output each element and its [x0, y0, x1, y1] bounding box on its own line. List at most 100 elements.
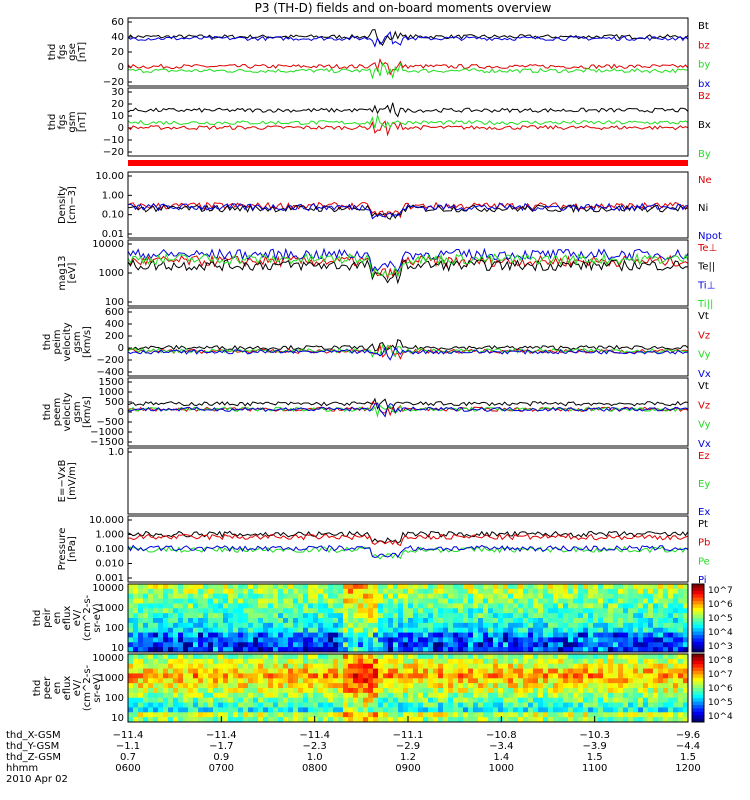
heatmap-cell [383, 608, 389, 614]
heatmap-cell [303, 603, 309, 609]
heatmap-cell [433, 647, 439, 653]
heatmap-cell [483, 603, 489, 609]
heatmap-cell [423, 642, 429, 648]
heatmap-cell [138, 584, 144, 590]
heatmap-cell [128, 622, 134, 629]
heatmap-cell [563, 637, 569, 643]
heatmap-cell [448, 697, 454, 703]
heatmap-cell [548, 622, 554, 629]
heatmap-cell [583, 717, 589, 723]
heatmap-cell [528, 627, 534, 633]
heatmap-cell [578, 712, 584, 718]
heatmap-cell [563, 683, 569, 689]
colorbar-cell [692, 635, 704, 639]
heatmap-cell [548, 637, 554, 643]
heatmap-cell [448, 618, 454, 624]
legend-entry: Ni [698, 203, 708, 214]
heatmap-cell [633, 702, 639, 708]
heatmap-cell [538, 603, 544, 609]
heatmap-cell [608, 598, 614, 604]
heatmap-cell [193, 632, 199, 638]
heatmap-cell [628, 673, 634, 679]
y-tick-label: 10.000 [89, 515, 124, 526]
heatmap-cell [128, 647, 134, 653]
heatmap-cell [418, 678, 424, 684]
heatmap-cell [548, 627, 554, 633]
heatmap-cell [383, 688, 389, 694]
heatmap-cell [173, 647, 179, 653]
heatmap-cell [553, 673, 559, 679]
heatmap-cell [553, 613, 559, 619]
heatmap-cell [473, 642, 479, 648]
heatmap-cell [398, 658, 404, 665]
y-tick-label: 0 [118, 62, 124, 73]
heatmap-cell [578, 632, 584, 638]
heatmap-cell [308, 654, 314, 660]
heatmap-cell [468, 663, 474, 669]
heatmap-cell [538, 668, 544, 674]
heatmap-cell [678, 668, 684, 674]
heatmap-cell [133, 613, 139, 619]
heatmap-cell [148, 584, 154, 590]
heatmap-cell [513, 692, 519, 699]
heatmap-cell [648, 668, 654, 674]
heatmap-cell [323, 707, 329, 713]
heatmap-cell [613, 593, 619, 599]
heatmap-cell [643, 618, 649, 624]
heatmap-cell [198, 658, 204, 665]
heatmap-cell [133, 642, 139, 648]
legend-entry: Bx [698, 120, 711, 131]
heatmap-cell [323, 627, 329, 633]
heatmap-cell [438, 702, 444, 708]
heatmap-cell [498, 618, 504, 624]
heatmap-cell [253, 697, 259, 703]
heatmap-cell [133, 683, 139, 689]
heatmap-cell [163, 712, 169, 718]
heatmap-cell [463, 658, 469, 665]
heatmap-cell [523, 613, 529, 619]
heatmap-cell [398, 673, 404, 679]
heatmap-cell [328, 647, 334, 653]
heatmap-cell [263, 603, 269, 609]
heatmap-cell [398, 663, 404, 669]
heatmap-cell [183, 637, 189, 643]
heatmap-cell [368, 678, 374, 684]
panel-5: thdpeimvelocitygsm[km/s]6004002000−200−4… [42, 307, 711, 380]
heatmap-cell [588, 673, 594, 679]
heatmap-cell [308, 688, 314, 694]
heatmap-cell [248, 642, 254, 648]
panel-8: Pressure[nPa]10.0001.0000.1000.0100.001P… [57, 515, 710, 586]
heatmap-cell [483, 584, 489, 590]
heatmap-cell [138, 678, 144, 684]
x-axis-ephemeris: thd_X-GSM −11.4 −11.4 −11.4 −11.1 −10.8 −10.3−… [6, 716, 701, 785]
heatmap-cell [228, 642, 234, 648]
heatmap-cell [333, 692, 339, 699]
heatmap-cell [213, 663, 219, 669]
x-tick-label: −4.4 [676, 741, 700, 752]
heatmap-cell [563, 593, 569, 599]
heatmap-cell [333, 717, 339, 723]
heatmap-cell [248, 654, 254, 660]
heatmap-cell [683, 608, 689, 614]
heatmap-cell [623, 603, 629, 609]
heatmap-cell [578, 603, 584, 609]
colorbar-cell [692, 628, 704, 633]
heatmap-cell [333, 608, 339, 614]
heatmap-cell [403, 717, 409, 723]
heatmap-cell [343, 683, 349, 689]
heatmap-cell [298, 618, 304, 624]
heatmap-cell [258, 668, 264, 674]
heatmap-cell [473, 618, 479, 624]
heatmap-cell [298, 692, 304, 699]
heatmap-cell [518, 613, 524, 619]
heatmap-cell [593, 642, 599, 648]
heatmap-cell [528, 692, 534, 699]
heatmap-cell [403, 627, 409, 633]
heatmap-cell [618, 588, 624, 595]
heatmap-cell [208, 637, 214, 643]
heatmap-cell [653, 627, 659, 633]
heatmap-cell [638, 637, 644, 643]
heatmap-cell [623, 697, 629, 703]
heatmap-cell [623, 692, 629, 699]
heatmap-cell [338, 692, 344, 699]
